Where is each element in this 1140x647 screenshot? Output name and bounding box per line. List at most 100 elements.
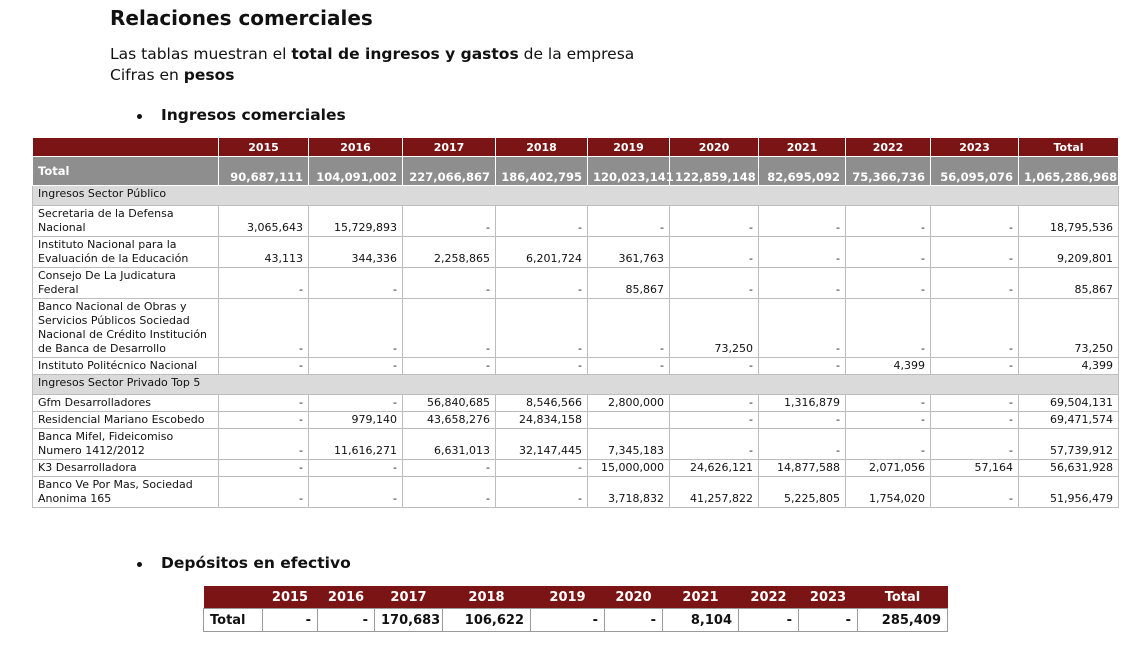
header-cell: 2022	[845, 138, 931, 157]
value-cell: -	[845, 411, 931, 429]
table-head: 2015 2016 2017 2018 2019 2020 2021 2022 2023 Tota…	[32, 138, 1119, 157]
value-cell: 344,336	[308, 236, 403, 268]
value-cell: 11,616,271	[308, 428, 403, 460]
value-cell: -	[402, 459, 496, 477]
row-label: Total	[203, 608, 263, 632]
value-cell: 24,626,121	[669, 459, 759, 477]
value-cell: -	[218, 459, 309, 477]
value-cell: -	[845, 205, 931, 237]
value-cell: -	[669, 205, 759, 237]
value-cell: 120,023,141	[587, 156, 674, 186]
section-heading: Depósitos en efectivo	[137, 554, 351, 572]
value-cell: 41,257,822	[669, 476, 759, 508]
value-cell: -	[930, 394, 1019, 412]
value-cell: -	[587, 298, 670, 358]
value-cell: -	[308, 476, 403, 508]
value-cell: -	[845, 267, 931, 299]
row-label: Instituto Nacional para la Evaluación de…	[32, 236, 219, 268]
value-cell: 14,877,588	[758, 459, 846, 477]
value-cell: 104,091,002	[308, 156, 403, 186]
value-cell: 227,066,867	[402, 156, 496, 186]
data-row: Secretaria de la Defensa Nacional 3,065,6…	[32, 205, 1119, 237]
header-row: 2015 2016 2017 2018 2019 2020 2021 2022 2023 Tota…	[32, 138, 1119, 157]
row-label: Instituto Politécnico Nacional	[32, 357, 219, 375]
value-cell: 43,113	[218, 236, 309, 268]
value-cell: 15,729,893	[308, 205, 403, 237]
value-cell: -	[930, 236, 1019, 268]
value-cell: 3,718,832	[587, 476, 670, 508]
value-cell: -	[930, 357, 1019, 375]
data-row: Instituto Politécnico Nacional - - - - - - -4,3…	[32, 357, 1119, 375]
value-cell: 3,065,643	[218, 205, 309, 237]
value-cell: -	[402, 476, 496, 508]
intro-line: Cifras en pesos	[110, 66, 234, 84]
value-cell: -	[495, 476, 588, 508]
value-cell: 69,504,131	[1018, 394, 1119, 412]
value-cell: 186,402,795	[495, 156, 588, 186]
value-cell: -	[218, 411, 309, 429]
value-cell: 51,956,479	[1018, 476, 1119, 508]
header-cell: 2015	[218, 138, 309, 157]
value-cell: -	[308, 459, 403, 477]
row-label: Banco Nacional de Obras y Servicios Públ…	[32, 298, 219, 358]
value-cell: 4,399	[1018, 357, 1119, 375]
value-cell: -	[218, 428, 309, 460]
header-cell: 2018	[442, 586, 531, 609]
data-row: K3 Desarrolladora - - - -15,000,000 24,626,12…	[32, 459, 1119, 477]
header-cell: 2016	[308, 138, 403, 157]
value-cell: 56,631,928	[1018, 459, 1119, 477]
value-cell: -	[604, 608, 663, 632]
data-row: Instituto Nacional para la Evaluación de…	[32, 236, 1119, 268]
header-cell: 2021	[662, 586, 739, 609]
intro-text: total de ingresos y gastos	[291, 45, 519, 63]
header-cell: 2019	[530, 586, 605, 609]
header-cell	[203, 586, 263, 609]
header-cell: 2020	[669, 138, 759, 157]
value-cell: -	[930, 411, 1019, 429]
value-cell: -	[530, 608, 605, 632]
value-cell: -	[930, 428, 1019, 460]
value-cell: -	[669, 428, 759, 460]
value-cell: 2,071,056	[845, 459, 931, 477]
section-label: Ingresos Sector Privado Top 5	[32, 374, 1119, 395]
value-cell: 57,164	[930, 459, 1019, 477]
value-cell: -	[308, 394, 403, 412]
header-cell: 2020	[604, 586, 663, 609]
value-cell: 56,095,076	[930, 156, 1019, 186]
header-cell: Total	[857, 586, 948, 609]
value-cell: 90,687,111	[218, 156, 309, 186]
value-cell: -	[495, 298, 588, 358]
value-cell: 1,316,879	[758, 394, 846, 412]
value-cell: -	[845, 298, 931, 358]
value-cell: 361,763	[587, 236, 670, 268]
row-label: Residencial Mariano Escobedo	[32, 411, 219, 429]
value-cell: -	[402, 357, 496, 375]
intro-text: Las tablas muestran el	[110, 45, 292, 63]
value-cell: -	[262, 608, 318, 632]
value-cell: 69,471,574	[1018, 411, 1119, 429]
header-cell: Total	[1018, 138, 1119, 157]
income-table: 2015 2016 2017 2018 2019 2020 2021 2022 2023 Tota…	[32, 138, 1119, 508]
data-row: Banco Nacional de Obras y Servicios Públ…	[32, 298, 1119, 358]
section-row: Ingresos Sector Privado Top 5	[32, 374, 1119, 395]
value-cell: 4,399	[845, 357, 931, 375]
value-cell: 106,622	[442, 608, 531, 632]
value-cell: -	[218, 394, 309, 412]
header-cell	[32, 138, 219, 157]
value-cell: -	[669, 411, 759, 429]
cash-table: 2015 2016 2017 2018 2019 2020 2021 2022 2023 Tota…	[203, 586, 948, 632]
data-row: Total - -170,683 106,622- -8,104- -285,409	[203, 608, 948, 632]
value-cell: -	[587, 357, 670, 375]
value-cell: 6,631,013	[402, 428, 496, 460]
data-row: Total 90,687,111 104,091,002 227,066,867 186…	[32, 156, 1119, 186]
header-cell: 2019	[587, 138, 670, 157]
row-label: Total	[32, 156, 219, 186]
value-cell: -	[738, 608, 799, 632]
data-row: Gfm Desarrolladores - -56,840,685 8,546,566…	[32, 394, 1119, 412]
section-label: Ingresos Sector Público	[32, 185, 1119, 206]
header-cell: 2018	[495, 138, 588, 157]
value-cell: -	[845, 236, 931, 268]
value-cell: 2,800,000	[587, 394, 670, 412]
row-label: Secretaria de la Defensa Nacional	[32, 205, 219, 237]
